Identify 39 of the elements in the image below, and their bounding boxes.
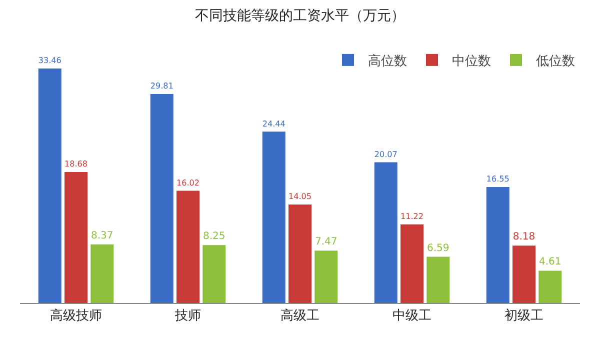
bar — [538, 270, 562, 303]
data-label: 16.55 — [486, 174, 510, 184]
bar — [288, 204, 312, 303]
x-tick-label: 高级技师 — [50, 308, 102, 324]
bar — [314, 250, 338, 303]
data-label: 24.44 — [262, 119, 286, 128]
data-label: 6.59 — [426, 242, 450, 254]
data-label: 8.18 — [512, 232, 536, 243]
data-label: 11.22 — [400, 212, 424, 221]
data-label: 8.25 — [202, 231, 226, 242]
bar — [202, 245, 226, 303]
bar — [64, 172, 88, 303]
bar — [374, 162, 398, 303]
bar — [38, 68, 62, 303]
x-tick-label: 中级工 — [392, 308, 432, 324]
x-tick-label: 高级工 — [280, 308, 320, 324]
data-label: 18.68 — [64, 160, 88, 169]
legend-label: 高位数 — [368, 53, 407, 70]
bar — [486, 186, 510, 303]
bar — [150, 94, 174, 303]
bar — [262, 132, 286, 303]
data-label: 4.61 — [538, 256, 562, 268]
bar — [90, 244, 114, 303]
chart-title: 不同技能等级的工资水平（万元） — [195, 8, 405, 24]
data-label: 8.37 — [90, 230, 114, 242]
bar — [176, 190, 200, 303]
data-label: 7.47 — [314, 236, 338, 248]
x-tick-label: 初级工 — [504, 308, 544, 324]
bar — [512, 246, 536, 303]
data-label: 14.05 — [288, 192, 312, 202]
bar — [400, 224, 424, 303]
x-tick-label: 技师 — [174, 308, 201, 324]
data-label: 20.07 — [374, 150, 398, 159]
data-label: 29.81 — [150, 82, 174, 91]
data-label: 16.02 — [176, 178, 200, 188]
legend-label: 中位数 — [452, 54, 491, 70]
bar — [426, 256, 450, 303]
legend-label: 低位数 — [536, 54, 575, 70]
data-label: 33.46 — [38, 56, 62, 66]
